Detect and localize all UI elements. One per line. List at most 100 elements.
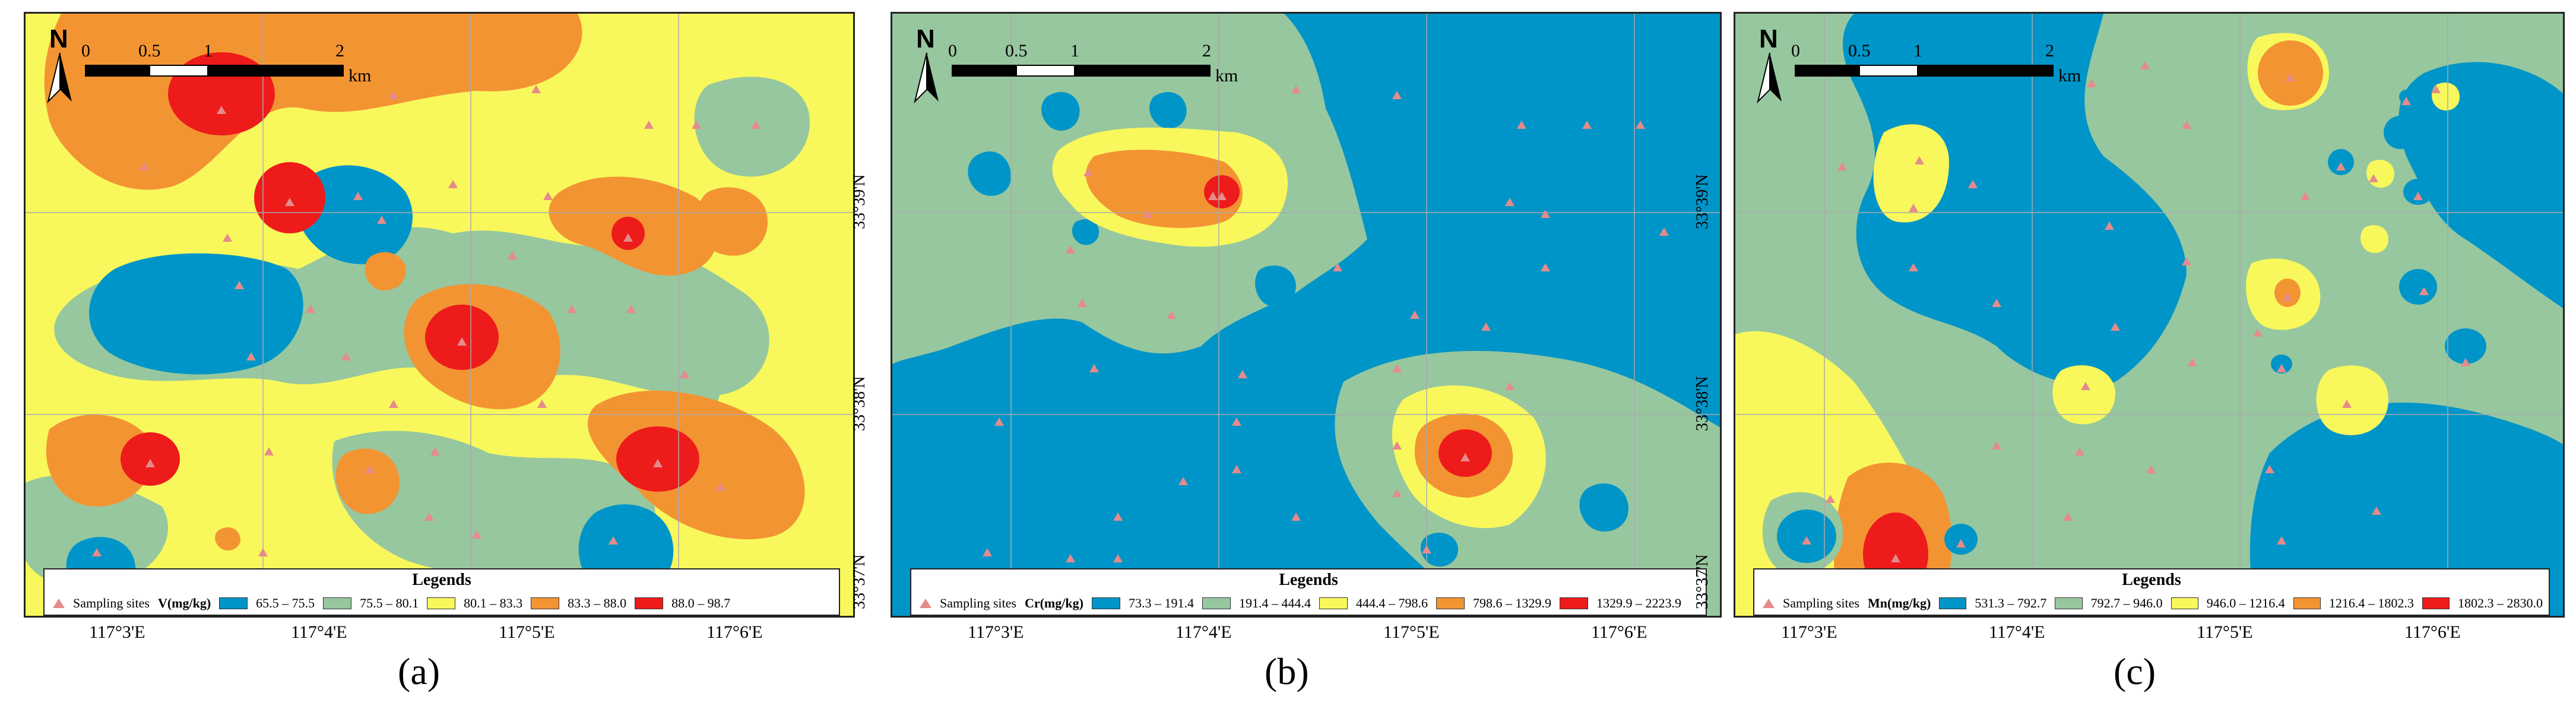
legend-unit: Mn(mg/kg) (1867, 596, 1931, 610)
legend-sites-label: Sampling sites (1783, 596, 1859, 610)
scale-tick: 0 (1791, 41, 1800, 61)
north-arrow-icon: N (1751, 24, 1789, 107)
panel-caption-a: (a) (398, 650, 441, 692)
legend-swatch (2055, 597, 2083, 609)
north-label: N (49, 24, 68, 53)
legend-sites-label: Sampling sites (940, 596, 1016, 610)
legend-title: Legends (2122, 571, 2181, 589)
lon-label: 117°3'E (89, 622, 145, 642)
legend-swatch (1939, 597, 1967, 609)
legend-swatch (531, 597, 560, 609)
lat-label: 33°38'N (0, 376, 2, 431)
panel-caption-c: (c) (2114, 650, 2156, 692)
north-label: N (1759, 24, 1778, 53)
legend-swatch (1319, 597, 1348, 609)
lon-label: 117°4'E (1175, 622, 1232, 642)
legend-swatch (1202, 597, 1231, 609)
legend-range: 88.0 – 98.7 (671, 596, 731, 610)
panel-caption-b: (b) (1265, 650, 1309, 692)
scale-unit: km (1215, 66, 1238, 86)
legend-sites-label: Sampling sites (73, 596, 150, 610)
lon-label: 117°4'E (1989, 622, 2045, 642)
legend-range: 1802.3 – 2830.0 (2457, 596, 2543, 610)
legend-range: 792.7 – 946.0 (2090, 596, 2163, 610)
legend-swatch (1559, 597, 1588, 609)
lon-label: 117°3'E (1781, 622, 1837, 642)
legend-range: 73.3 – 191.4 (1128, 596, 1194, 610)
scale-tick: 0.5 (138, 41, 161, 61)
legend: Legends Sampling sites Mn(mg/kg) 531.3 –… (1753, 568, 2550, 616)
triangle-marker-icon (1763, 599, 1775, 608)
lon-label: 117°6'E (1591, 622, 1647, 642)
legend-range: 65.5 – 75.5 (256, 596, 315, 610)
lat-label: 33°39'N (0, 174, 2, 229)
legend: Legends Sampling sites V(mg/kg) 65.5 – 7… (43, 568, 840, 616)
lon-label: 117°6'E (2404, 622, 2461, 642)
map-frame: N 0 0.5 1 2 km Legends Sampling sites Mn(mg… (1734, 12, 2565, 618)
legend-range: 1329.9 – 2223.9 (1596, 596, 1681, 610)
legend-swatch (1436, 597, 1465, 609)
scale-tick: 2 (2045, 41, 2054, 61)
map-panel-c: N 0 0.5 1 2 km Legends Sampling sites Mn(mg… (1693, 12, 2565, 642)
legend-swatch (2293, 597, 2321, 609)
map-frame: N 0 0.5 1 2 km Legends Sampling sites V(mg/… (24, 12, 855, 618)
legend-swatch (2171, 597, 2198, 609)
lon-label: 117°3'E (968, 622, 1024, 642)
scale-tick: 0 (948, 41, 957, 61)
north-arrow-icon: N (908, 24, 946, 107)
lon-label: 117°4'E (291, 622, 347, 642)
legend-title: Legends (1279, 571, 1338, 589)
legend: Legends Sampling sites Cr(mg/kg) 73.3 – … (910, 568, 1707, 616)
legend-swatch (635, 597, 664, 609)
lon-label: 117°5'E (1383, 622, 1440, 642)
north-label: N (916, 24, 935, 53)
lat-label: 33°38'N (1693, 376, 1712, 431)
legend-range: 83.3 – 88.0 (568, 596, 627, 610)
legend-swatch (1091, 597, 1120, 609)
scale-unit: km (2058, 66, 2081, 86)
scale-tick: 2 (335, 41, 344, 61)
legend-range: 191.4 – 444.4 (1238, 596, 1311, 610)
sampling-sites (92, 85, 761, 556)
scale-tick: 0.5 (1005, 41, 1028, 61)
lat-label: 33°37'N (0, 554, 2, 609)
sampling-sites (1802, 61, 2470, 562)
scale-tick: 0 (81, 41, 90, 61)
scale-tick: 2 (1202, 41, 1211, 61)
scale-tick: 1 (1070, 41, 1079, 61)
map-panel-a: N 0 0.5 1 2 km Legends Sampling sites V(mg/… (0, 12, 855, 642)
legend-range: 946.0 – 1216.4 (2206, 596, 2285, 610)
legend-range: 80.1 – 83.3 (464, 596, 523, 610)
legend-swatch (323, 597, 352, 609)
scale-unit: km (348, 66, 372, 86)
north-arrow-icon: N (41, 24, 79, 107)
legend-swatch (219, 597, 248, 609)
lat-label: 33°39'N (1693, 174, 1712, 229)
legend-range: 75.5 – 80.1 (360, 596, 419, 610)
legend-swatch (427, 597, 456, 609)
scale-bar: 0 0.5 1 2 km (948, 41, 1238, 88)
lat-label: 33°39'N (850, 174, 869, 229)
lon-label: 117°6'E (706, 622, 763, 642)
scale-tick: 1 (1913, 41, 1922, 61)
lat-label: 33°38'N (850, 376, 869, 431)
interpolation-surface (26, 14, 853, 616)
legend-unit: V(mg/kg) (157, 596, 211, 610)
interpolation-surface (1735, 14, 2563, 616)
legend-swatch (2422, 597, 2450, 609)
legend-range: 798.6 – 1329.9 (1472, 596, 1551, 610)
legend-title: Legends (412, 571, 471, 589)
triangle-marker-icon (53, 599, 65, 608)
lat-label: 33°37'N (850, 554, 869, 609)
map-panel-b: N 0 0.5 1 2 km Legends Sampling sites Cr(mg… (850, 12, 1722, 642)
map-frame: N 0 0.5 1 2 km Legends Sampling sites Cr(mg… (891, 12, 1722, 618)
legend-range: 1216.4 – 1802.3 (2328, 596, 2414, 610)
interpolation-surface (892, 14, 1720, 616)
legend-range: 531.3 – 792.7 (1975, 596, 2047, 610)
legend-range: 444.4 – 798.6 (1355, 596, 1428, 610)
sampling-sites (983, 85, 1669, 562)
lon-label: 117°5'E (499, 622, 555, 642)
lat-label: 33°37'N (1693, 554, 1712, 609)
legend-unit: Cr(mg/kg) (1024, 596, 1083, 610)
scale-tick: 1 (204, 41, 213, 61)
